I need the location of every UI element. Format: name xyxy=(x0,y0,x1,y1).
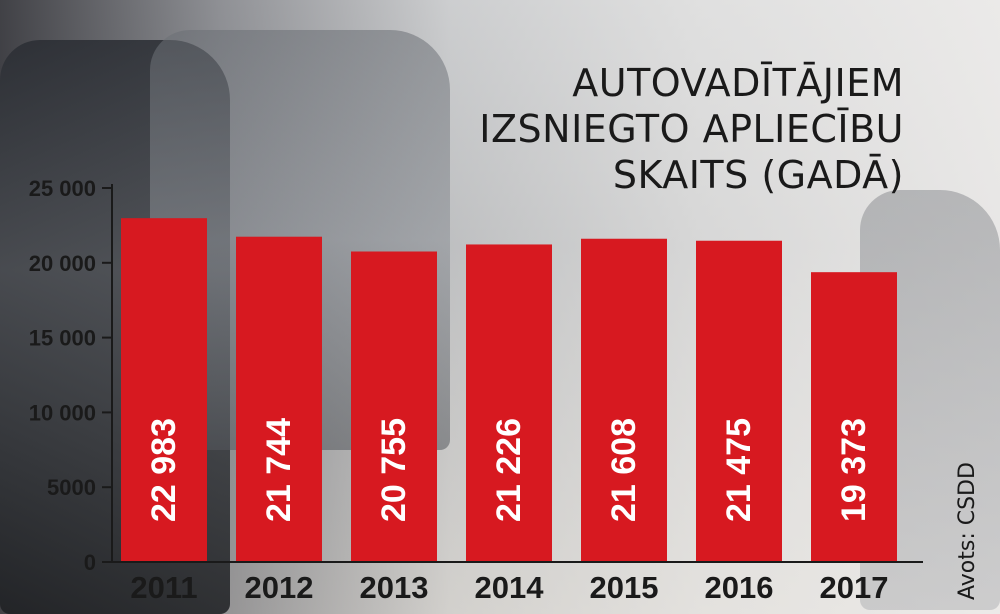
y-tick-label: 10 000 xyxy=(29,400,96,425)
y-tick-label: 25 000 xyxy=(29,176,96,201)
y-tick-label: 0 xyxy=(84,550,96,575)
data-label-2013: 20 755 xyxy=(375,418,413,522)
bar-2014 xyxy=(466,244,552,562)
data-label-2014: 21 226 xyxy=(490,418,528,522)
bar-2011 xyxy=(121,218,207,562)
bar-2016 xyxy=(696,240,782,562)
bar-2012 xyxy=(236,236,322,562)
bars: 22 983 21 744 20 755 21 226 21 608 21 475 19 3… xyxy=(121,218,897,563)
data-label-2012: 21 744 xyxy=(260,418,298,522)
bar-2015 xyxy=(581,238,667,562)
source-label: Avots: CSDD xyxy=(955,462,980,600)
data-label-2011: 22 983 xyxy=(145,418,183,522)
x-tick-label: 2015 xyxy=(590,570,659,605)
title-line-2: IZSNIEGTO APLIECĪBU xyxy=(479,107,904,151)
chart-title: AUTOVADĪTĀJIEM IZSNIEGTO APLIECĪBU SKAIT… xyxy=(444,60,904,198)
data-label-2016: 21 475 xyxy=(720,418,758,522)
y-tick-label: 20 000 xyxy=(29,251,96,276)
data-label-2017: 19 373 xyxy=(835,418,873,522)
x-tick-label: 2014 xyxy=(475,570,545,605)
y-axis: 0 5000 10 000 15 000 20 000 25 000 xyxy=(29,176,113,575)
y-tick-label: 15 000 xyxy=(29,326,96,351)
y-tick-label: 5000 xyxy=(47,475,96,500)
x-tick-label: 2013 xyxy=(360,570,429,605)
x-tick-label: 2012 xyxy=(245,570,314,605)
bar-2017 xyxy=(811,272,897,562)
title-line-3: SKAITS (GADĀ) xyxy=(612,153,904,197)
x-tick-label: 2016 xyxy=(705,570,774,605)
x-tick-label: 2011 xyxy=(130,570,197,605)
x-axis: 2011 2012 2013 2014 2015 2016 2017 xyxy=(112,561,923,605)
data-label-2015: 21 608 xyxy=(605,418,643,522)
x-tick-label: 2017 xyxy=(820,570,889,605)
bar-2013 xyxy=(351,251,437,563)
title-line-1: AUTOVADĪTĀJIEM xyxy=(572,61,904,105)
